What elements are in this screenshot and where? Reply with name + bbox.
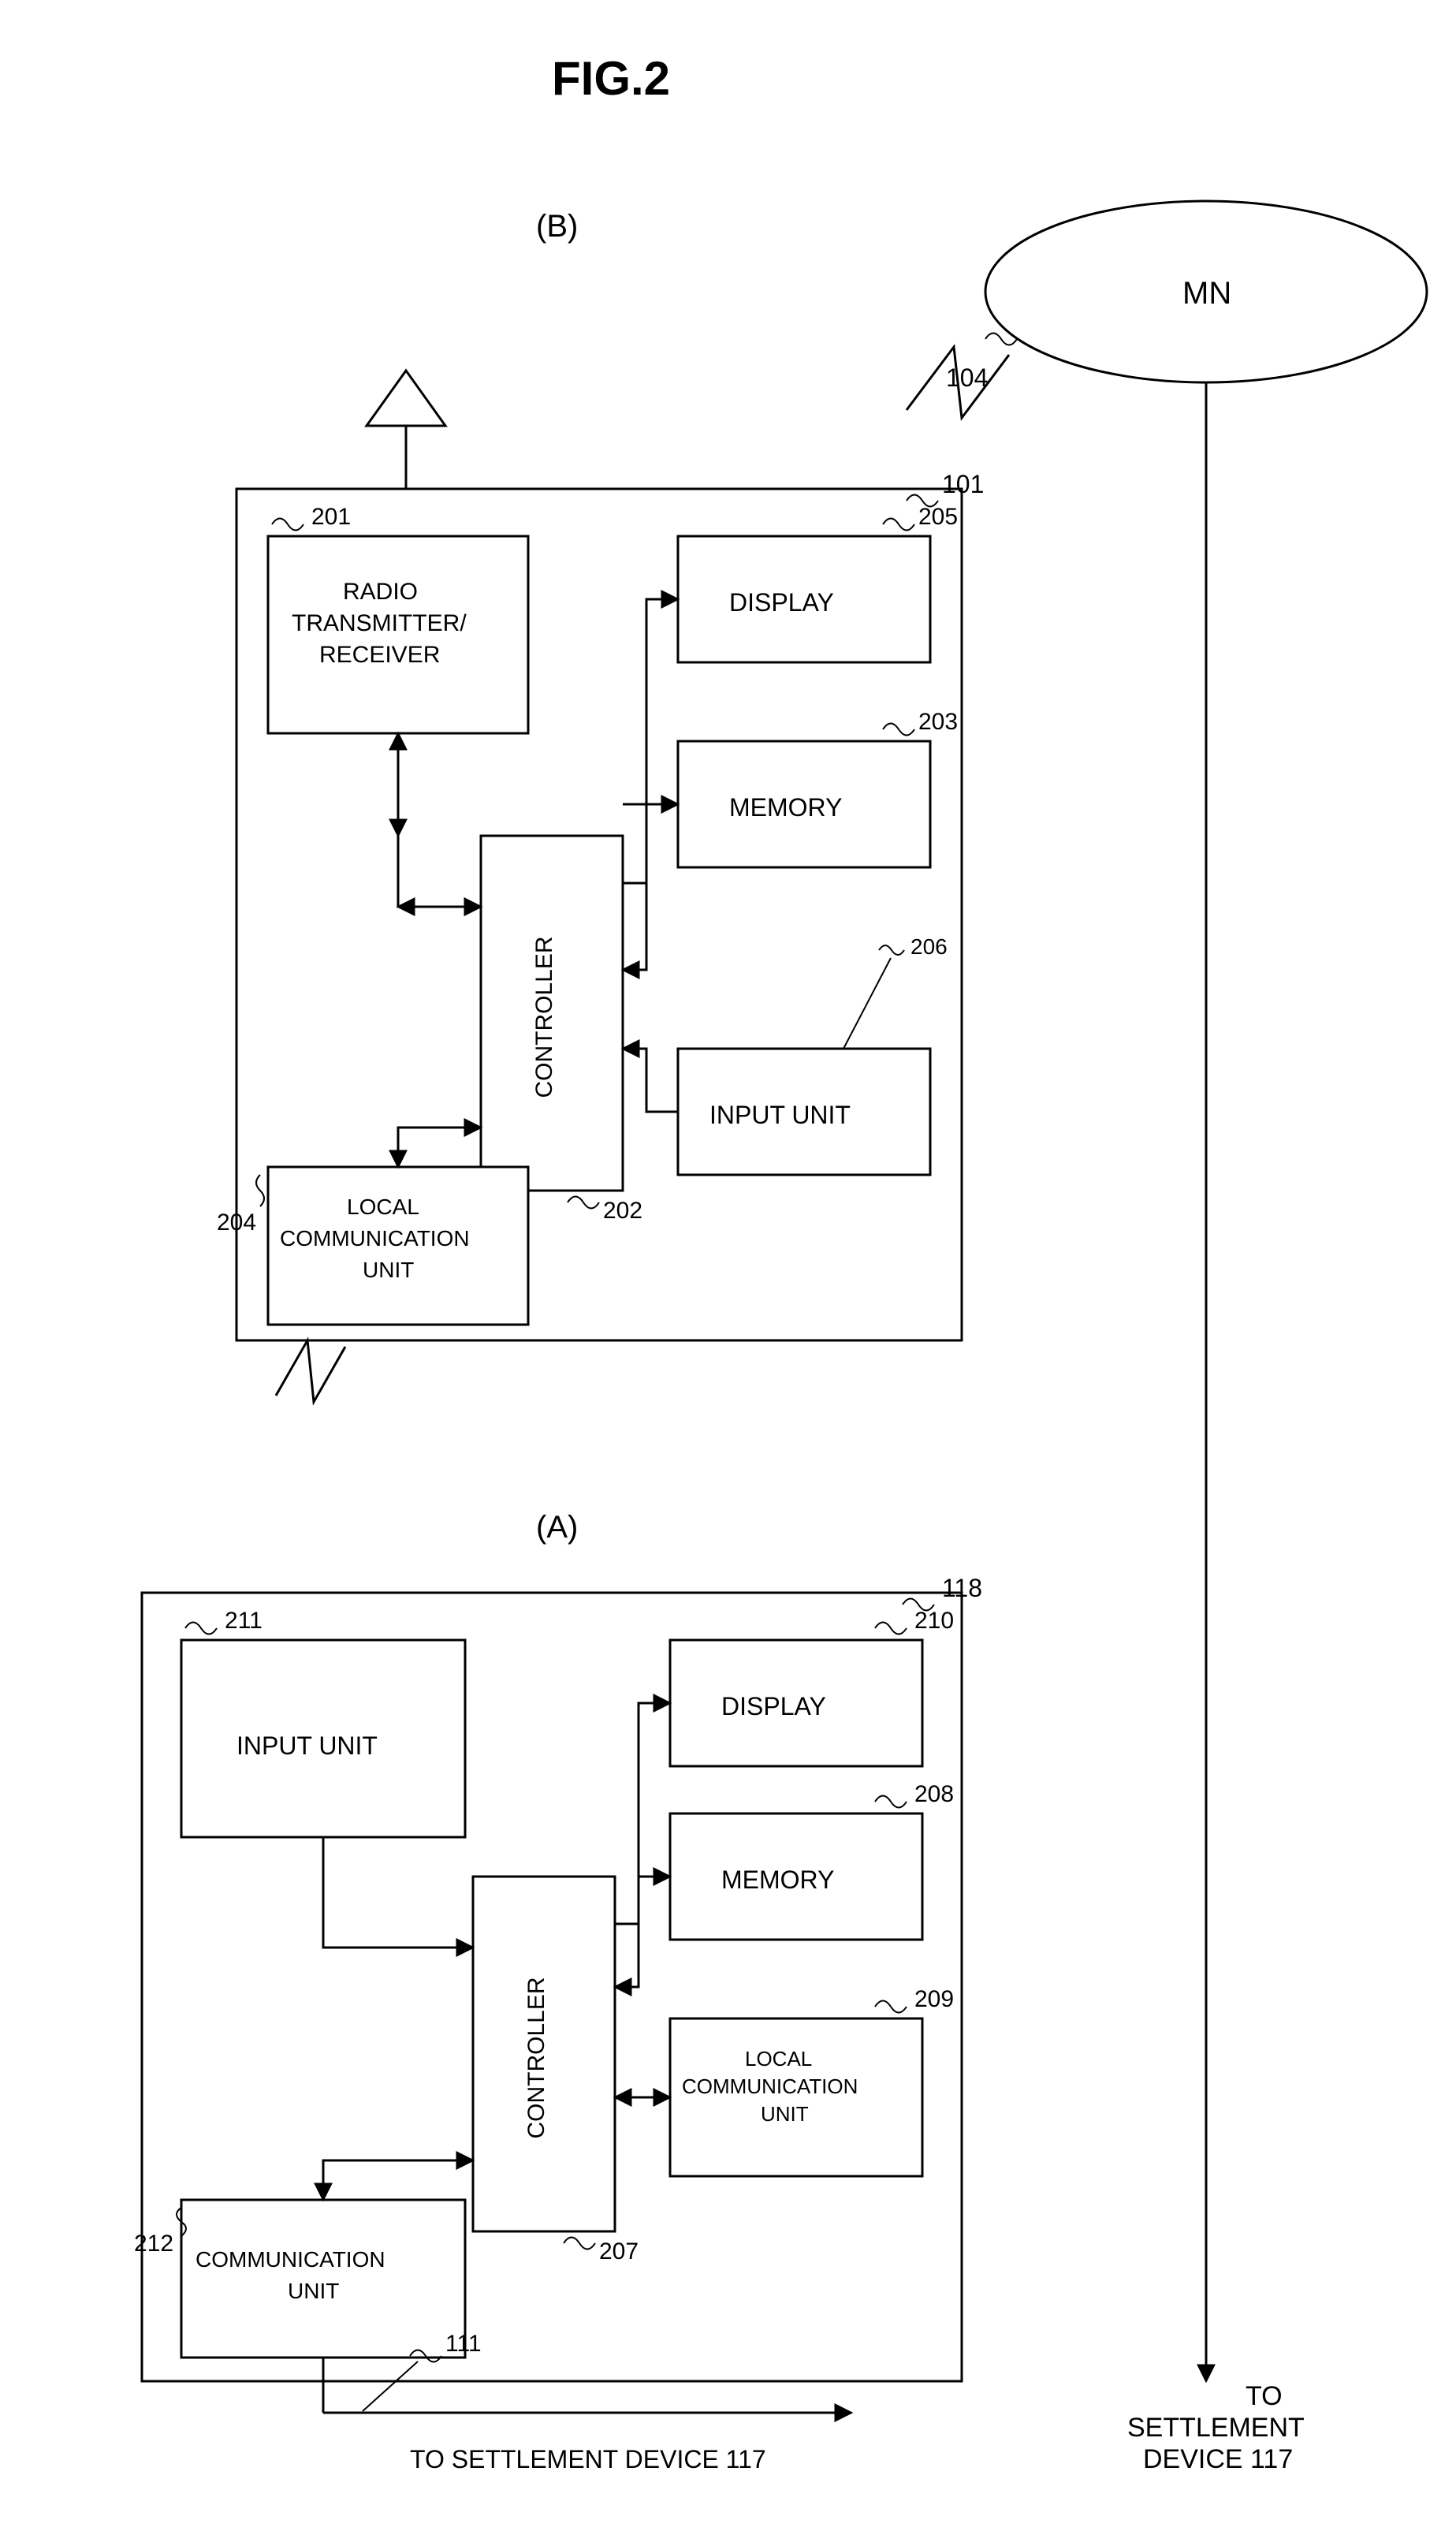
exit-111-ref: 111 xyxy=(445,2331,482,2357)
antenna-icon xyxy=(367,371,445,489)
local-101-label-1: LOCAL xyxy=(347,1195,419,1219)
radio-label-3: RECEIVER xyxy=(319,642,440,668)
radio-label-1: RADIO xyxy=(343,579,418,605)
input-118-label: INPUT UNIT xyxy=(236,1731,378,1760)
controller-118-label: CONTROLLER xyxy=(523,1977,549,2138)
comm-118-label-1: COMMUNICATION xyxy=(195,2247,385,2272)
local-101-label-3: UNIT xyxy=(363,1258,414,1282)
cloud-label: MN xyxy=(1182,276,1231,311)
display-118-ref: 210 xyxy=(914,1608,954,1634)
cloud-mn: MN 104 TO SETTLEMENT DEVICE 117 xyxy=(946,201,1427,2474)
input-101-label: INPUT UNIT xyxy=(709,1101,851,1129)
comm-118-label-2: UNIT xyxy=(288,2279,339,2303)
figure-title: FIG.2 xyxy=(552,52,670,105)
display-118-label: DISPLAY xyxy=(721,1692,826,1720)
controller-101-label: CONTROLLER xyxy=(531,936,557,1098)
radio-label-2: TRANSMITTER/ xyxy=(292,610,467,636)
display-101-ref: 205 xyxy=(918,504,958,530)
local-118-label-2: COMMUNICATION xyxy=(682,2074,858,2098)
controller-101-ref: 202 xyxy=(603,1198,642,1224)
local-118-label-3: UNIT xyxy=(761,2102,809,2126)
part-a-label: (A) xyxy=(536,1510,578,1545)
local-118-ref: 209 xyxy=(914,1986,954,2012)
wireless-link-mid xyxy=(276,1340,345,1402)
memory-118-ref: 208 xyxy=(914,1781,954,1807)
cloud-exit-3: DEVICE 117 xyxy=(1143,2444,1293,2474)
radio-ref: 201 xyxy=(311,504,351,530)
input-101-ref: 206 xyxy=(910,934,948,959)
display-101-label: DISPLAY xyxy=(729,588,834,617)
cloud-ref: 104 xyxy=(946,363,988,392)
exit-118-label: TO SETTLEMENT DEVICE 117 xyxy=(410,2445,766,2473)
figure-canvas: FIG.2 MN 104 TO SETTLEMENT DEVICE 117 (B… xyxy=(0,0,1456,2531)
memory-101-label: MEMORY xyxy=(729,793,842,822)
device-101-ref: 101 xyxy=(942,470,984,498)
local-118-label-1: LOCAL xyxy=(745,2047,812,2071)
cloud-exit-1: TO xyxy=(1246,2381,1283,2411)
memory-118-label: MEMORY xyxy=(721,1866,834,1894)
input-118-ref: 211 xyxy=(225,1608,263,1634)
memory-101-ref: 203 xyxy=(918,709,958,735)
part-b-label: (B) xyxy=(536,209,578,244)
wireless-link-top xyxy=(907,347,1009,418)
device-118-ref: 118 xyxy=(942,1574,982,1602)
comm-118-ref: 212 xyxy=(134,2231,173,2257)
controller-118-ref: 207 xyxy=(599,2238,639,2264)
local-101-label-2: COMMUNICATION xyxy=(280,1226,470,1251)
local-101-ref: 204 xyxy=(217,1210,256,1236)
cloud-exit-2: SETTLEMENT xyxy=(1127,2413,1305,2443)
